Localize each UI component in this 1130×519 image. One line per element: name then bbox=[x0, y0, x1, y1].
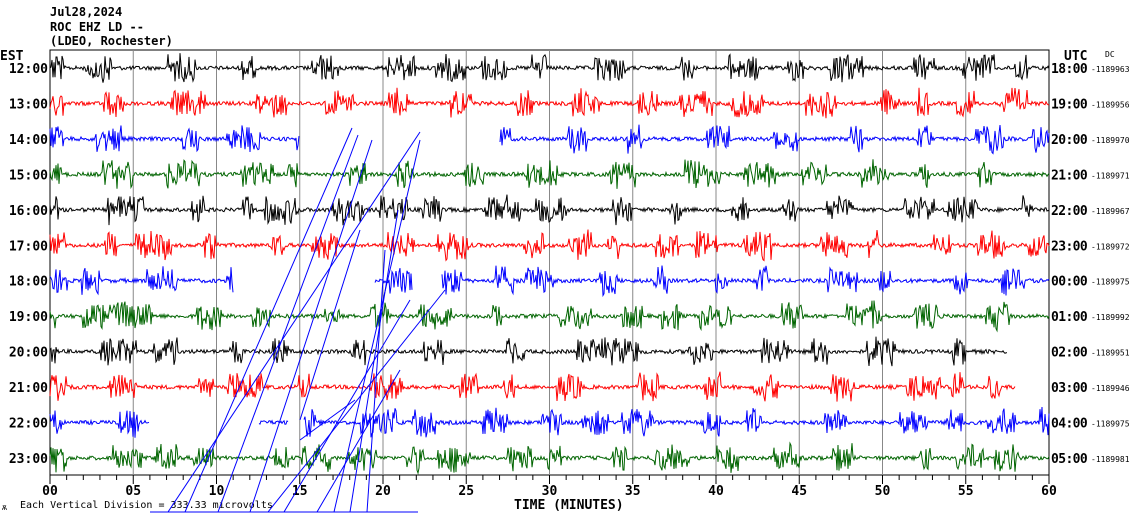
utc-time-label: 19:00 bbox=[1051, 97, 1088, 112]
glitch-line bbox=[366, 249, 386, 513]
x-tick-label: 05 bbox=[125, 484, 141, 499]
utc-time-label: 02:00 bbox=[1051, 346, 1088, 361]
dc-offset-label: -1189967 bbox=[1091, 207, 1130, 216]
est-time-label: 21:00 bbox=[9, 381, 48, 396]
est-time-label: 16:00 bbox=[9, 204, 48, 219]
station-network: (LDEO, Rochester) bbox=[50, 34, 173, 48]
est-axis-label: EST bbox=[0, 49, 24, 64]
est-time-label: 15:00 bbox=[9, 168, 48, 183]
scale-footer: Each Vertical Division = 333.33 microvol… bbox=[20, 500, 273, 511]
x-tick-label: 55 bbox=[958, 484, 974, 499]
station-code: ROC EHZ LD -- bbox=[50, 20, 144, 34]
glitch-line bbox=[267, 289, 446, 513]
glitch-line bbox=[299, 399, 356, 441]
seismic-trace bbox=[49, 265, 1050, 298]
est-time-label: 18:00 bbox=[9, 275, 48, 290]
utc-time-label: 01:00 bbox=[1051, 310, 1088, 325]
dc-offset-label: -1189975 bbox=[1091, 278, 1130, 287]
dc-offset-label: -1189992 bbox=[1091, 313, 1130, 322]
chart-date: Jul28,2024 bbox=[50, 5, 122, 19]
glitch-line bbox=[349, 209, 399, 513]
dc-offset-label: -1189946 bbox=[1091, 384, 1130, 393]
seismic-trace bbox=[49, 53, 1050, 83]
utc-time-label: 23:00 bbox=[1051, 239, 1088, 254]
est-time-label: 12:00 bbox=[9, 62, 48, 77]
utc-time-label: 05:00 bbox=[1051, 452, 1088, 467]
x-axis: 00 05 10 15 20 25 30 35 40 45 50 55 60 bbox=[42, 475, 1057, 499]
utc-time-label: 04:00 bbox=[1051, 417, 1088, 432]
glitch-line bbox=[167, 131, 421, 513]
est-time-label: 23:00 bbox=[9, 452, 48, 467]
seismic-trace bbox=[49, 441, 1050, 475]
est-time-label: 19:00 bbox=[9, 310, 48, 325]
est-time-label: 14:00 bbox=[9, 133, 48, 148]
seismic-trace bbox=[49, 159, 1050, 190]
x-tick-label: 45 bbox=[791, 484, 807, 499]
seismic-trace bbox=[49, 336, 1007, 367]
dc-offset-label: -1189963 bbox=[1091, 65, 1130, 74]
seismic-trace bbox=[49, 194, 1050, 226]
x-tick-label: 00 bbox=[42, 484, 58, 499]
logo-icon: ѫ bbox=[2, 503, 7, 512]
est-time-label: 20:00 bbox=[9, 346, 48, 361]
utc-time-label: 03:00 bbox=[1051, 381, 1088, 396]
x-tick-label: 25 bbox=[458, 484, 474, 499]
est-time-label: 17:00 bbox=[9, 239, 48, 254]
glitch-line bbox=[217, 134, 359, 513]
seismic-trace bbox=[49, 124, 1050, 155]
x-tick-label: 20 bbox=[375, 484, 391, 499]
seismic-trace bbox=[49, 371, 1016, 402]
glitch-line bbox=[299, 229, 361, 421]
traces bbox=[49, 53, 1050, 475]
seismic-trace bbox=[49, 87, 1050, 119]
utc-time-label: 21:00 bbox=[1051, 168, 1088, 183]
utc-time-label: 00:00 bbox=[1051, 275, 1088, 290]
x-tick-label: 35 bbox=[625, 484, 641, 499]
utc-time-label: 20:00 bbox=[1051, 133, 1088, 148]
est-time-label: 13:00 bbox=[9, 97, 48, 112]
est-time-label: 22:00 bbox=[9, 417, 48, 432]
dc-offset-label: -1189956 bbox=[1091, 100, 1130, 109]
dc-offset-label: -1189972 bbox=[1091, 242, 1130, 251]
grid-lines bbox=[132, 50, 967, 475]
dc-offset-label: -1189951 bbox=[1091, 349, 1130, 358]
x-tick-label: 10 bbox=[209, 484, 225, 499]
glitch-line bbox=[333, 139, 421, 513]
dc-offset-label: -1189981 bbox=[1091, 455, 1130, 464]
dc-offset-label: -1189971 bbox=[1091, 171, 1130, 180]
dc-label: DC bbox=[1105, 50, 1115, 59]
glitch-line bbox=[184, 127, 353, 513]
seismic-trace bbox=[49, 406, 1050, 438]
x-tick-label: 15 bbox=[292, 484, 308, 499]
glitch-line bbox=[249, 139, 373, 513]
x-tick-label: 40 bbox=[708, 484, 724, 499]
utc-time-label: 22:00 bbox=[1051, 204, 1088, 219]
dc-offset-label: -1189975 bbox=[1091, 420, 1130, 429]
utc-time-label: 18:00 bbox=[1051, 62, 1088, 77]
utc-axis-label: UTC bbox=[1064, 49, 1087, 64]
seismic-trace bbox=[49, 300, 1050, 333]
glitch-lines bbox=[150, 127, 446, 513]
glitch-line bbox=[316, 369, 401, 513]
x-axis-label: TIME (MINUTES) bbox=[514, 498, 624, 513]
x-tick-label: 30 bbox=[542, 484, 558, 499]
x-tick-label: 60 bbox=[1041, 484, 1057, 499]
x-tick-label: 50 bbox=[875, 484, 891, 499]
seismic-trace bbox=[49, 229, 1050, 262]
dc-offset-label: -1189970 bbox=[1091, 136, 1130, 145]
